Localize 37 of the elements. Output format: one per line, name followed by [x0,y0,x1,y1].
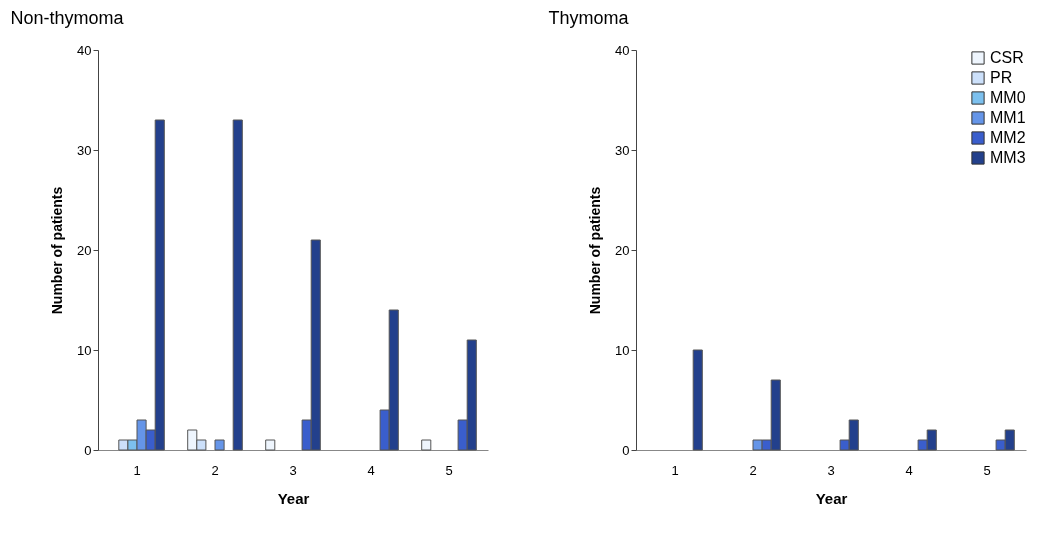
y-axis-title: Number of patients [49,186,66,315]
chart-title: Non-thymoma [10,8,125,28]
chart-title: Thymoma [548,8,630,28]
x-tick-label: 4 [905,462,913,478]
legend-label: MM0 [990,89,1026,106]
y-tick-label: 40 [615,42,630,58]
legend-label: MM3 [990,149,1026,166]
y-tick-label: 20 [77,242,92,258]
y-tick-label: 30 [77,142,92,158]
x-tick-label: 1 [671,462,679,478]
y-tick-label: 10 [615,342,630,358]
x-tick-label: 2 [749,462,757,478]
bar [214,439,225,451]
x-tick-label: 4 [367,462,375,478]
x-axis-title: Year [815,489,848,507]
x-tick-label: 5 [445,462,453,478]
legend-label: MM2 [990,129,1026,146]
y-tick-label: 0 [84,442,92,458]
legend-label: PR [990,69,1013,86]
x-tick-label: 3 [289,462,297,478]
bar [265,439,276,451]
y-tick-label: 20 [615,242,630,258]
legend-label: CSR [990,49,1024,66]
x-axis-title: Year [277,489,310,507]
bar [232,119,243,451]
y-tick-label: 0 [622,442,630,458]
legend-label: MM1 [990,109,1026,126]
y-axis-title: Number of patients [587,186,604,315]
y-tick-label: 30 [615,142,630,158]
x-tick-label: 3 [827,462,835,478]
bar [421,439,432,451]
y-tick-label: 40 [77,42,92,58]
x-tick-label: 1 [133,462,141,478]
x-tick-label: 5 [983,462,991,478]
x-tick-label: 2 [211,462,219,478]
y-tick-label: 10 [77,342,92,358]
bar [692,349,703,451]
